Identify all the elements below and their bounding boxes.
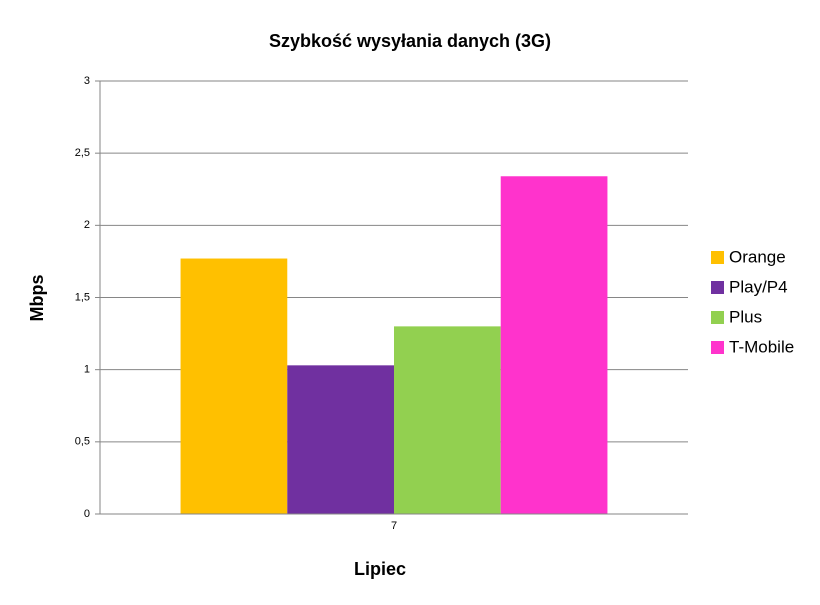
bar (180, 258, 288, 514)
legend-label: T-Mobile (729, 337, 794, 356)
y-tick-label: 0,5 (75, 436, 90, 448)
legend-label: Orange (729, 247, 786, 266)
y-tick-label: 0 (84, 508, 90, 520)
y-tick-label: 1 (84, 364, 90, 376)
chart-title: Szybkość wysyłania danych (3G) (269, 31, 551, 51)
x-axis-title: Lipiec (354, 559, 406, 579)
y-tick-label: 3 (84, 75, 90, 87)
bar (500, 176, 608, 514)
legend-swatch (711, 281, 724, 294)
y-tick-label: 1,5 (75, 291, 90, 303)
legend-label: Play/P4 (729, 277, 788, 296)
legend-swatch (711, 251, 724, 264)
bar (394, 326, 501, 514)
y-tick-label: 2,5 (75, 147, 90, 159)
legend-label: Plus (729, 307, 762, 326)
y-tick-label: 2 (84, 219, 90, 231)
y-axis-title: Mbps (27, 275, 47, 322)
legend-swatch (711, 311, 724, 324)
legend-swatch (711, 341, 724, 354)
x-tick-label: 7 (391, 520, 397, 532)
bar (287, 365, 394, 514)
